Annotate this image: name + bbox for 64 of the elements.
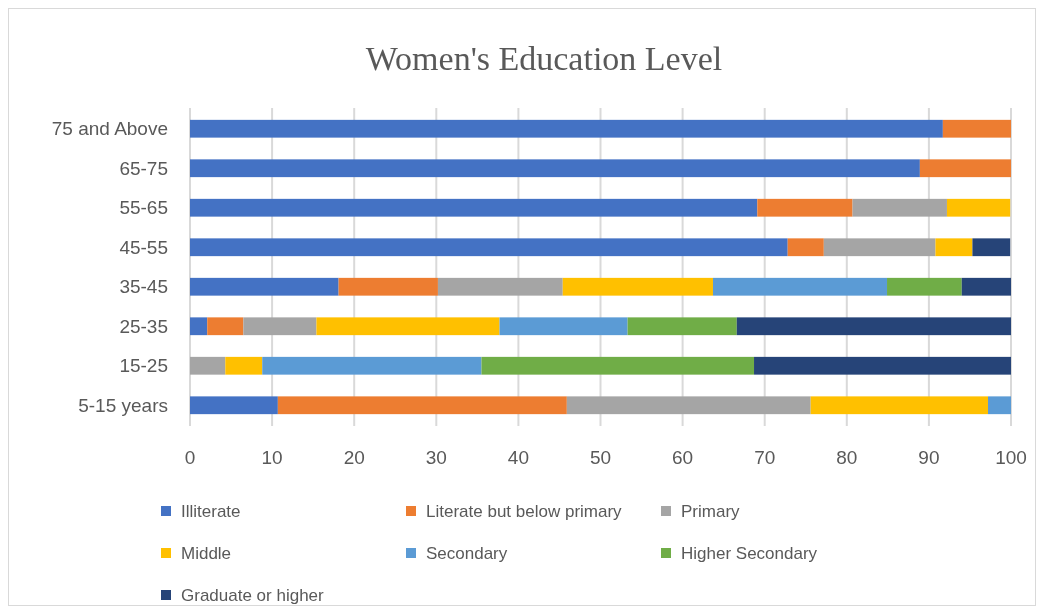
bar <box>207 317 244 336</box>
bar <box>754 356 1011 375</box>
x-tick-label: 90 <box>918 447 940 468</box>
bar <box>562 277 713 296</box>
bar <box>225 356 263 375</box>
x-tick-label: 80 <box>836 447 858 468</box>
bar <box>736 317 1011 336</box>
bar <box>437 277 563 296</box>
bar <box>627 317 737 336</box>
bar <box>712 277 888 296</box>
x-tick-label: 60 <box>672 447 694 468</box>
x-tick-label: 0 <box>184 447 196 468</box>
bar <box>935 238 973 257</box>
bar <box>190 356 226 375</box>
y-tick-label: 75 and Above <box>51 118 168 140</box>
bar <box>190 198 758 217</box>
y-tick-label: 45-55 <box>119 236 168 258</box>
y-tick-label: 15-25 <box>119 355 168 377</box>
x-tick-label: 70 <box>754 447 776 468</box>
bar <box>810 396 989 415</box>
legend-label: Middle <box>181 543 232 563</box>
bar <box>338 277 438 296</box>
bar <box>919 159 1011 178</box>
legend-label: Illiterate <box>181 501 241 521</box>
bar <box>961 277 1011 296</box>
bar <box>942 119 1011 138</box>
y-tick-label: 5-15 years <box>78 394 168 416</box>
bar <box>988 396 1011 415</box>
bar <box>499 317 628 336</box>
x-tick-label: 100 <box>995 447 1027 468</box>
bar <box>190 396 278 415</box>
legend-label: Graduate or higher <box>181 585 325 605</box>
x-tick-label: 20 <box>343 447 365 468</box>
bar <box>190 159 920 178</box>
bar <box>566 396 811 415</box>
bar <box>190 119 943 138</box>
legend-label: Higher Secondary <box>681 543 818 563</box>
bar <box>190 277 339 296</box>
x-tick-label: 40 <box>507 447 529 468</box>
bar <box>190 317 208 336</box>
bar <box>946 198 1011 217</box>
x-tick-label: 50 <box>589 447 612 468</box>
bar <box>190 238 788 257</box>
x-tick-label: 30 <box>425 447 447 468</box>
y-tick-label: 35-45 <box>119 276 168 298</box>
x-tick-label: 10 <box>261 447 283 468</box>
bar <box>481 356 755 375</box>
y-tick-label: 25-35 <box>119 315 168 337</box>
bar <box>852 198 947 217</box>
legend-label: Literate but below primary <box>426 501 623 521</box>
bar <box>262 356 482 375</box>
legend-label: Primary <box>681 501 741 521</box>
y-tick-label: 65-75 <box>119 157 168 179</box>
bar <box>243 317 317 336</box>
bar <box>823 238 936 257</box>
bar <box>972 238 1011 257</box>
bar <box>787 238 824 257</box>
legend-label: Secondary <box>426 543 508 563</box>
bar <box>277 396 567 415</box>
bar <box>757 198 853 217</box>
bar <box>887 277 962 296</box>
chart-title: Women's Education Level <box>365 40 723 77</box>
y-tick-label: 55-65 <box>119 197 168 219</box>
bar <box>316 317 500 336</box>
